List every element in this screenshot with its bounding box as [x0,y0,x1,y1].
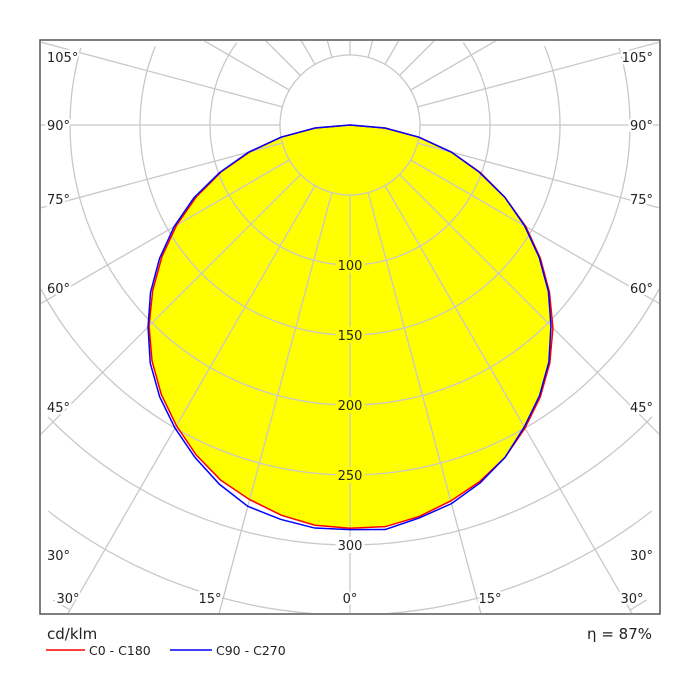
grid-radial-line [384,185,633,613]
grid-ring [139,46,561,336]
angle-tick-label: 90° [47,119,70,134]
radial-tick-label: 100 [338,259,363,274]
angle-tick-label: 15° [198,592,221,607]
angle-tick-label: 0° [343,592,358,607]
grid-radial-line [41,174,301,435]
grid-radial-line [417,142,659,209]
grid-ring [69,47,631,406]
grid-radial-line [67,185,316,613]
radial-tick-label: 200 [338,399,363,414]
grid-ring [52,599,648,611]
grid-radial-line [399,174,659,435]
grid-radial-line [384,41,400,65]
chart-frame [39,39,661,615]
efficiency-label: η = 87% [587,625,652,643]
grid-radial-line [367,41,374,58]
angle-tick-label: 45° [630,401,653,416]
angle-tick-label: 75° [630,193,653,208]
series-line-c0-c180 [148,124,554,529]
grid-radial-line [218,192,333,613]
grid-radial-line [410,41,497,91]
grid-radial-line [399,41,435,76]
angle-tick-label: 30° [620,592,643,607]
grid-ring [41,288,659,476]
grid-radial-line [326,41,333,58]
grid-radial-line [41,41,283,108]
grid-radial-line [300,41,316,65]
angle-tick-label: 30° [47,549,70,564]
angle-tick-label: 60° [47,282,70,297]
legend-label-c0-c180: C0 - C180 [89,643,151,658]
angle-tick-label: 90° [630,119,653,134]
radial-tick-label: 300 [338,539,363,554]
grid-ring [47,510,653,613]
radial-tick-label: 150 [338,329,363,344]
grid-radial-line [41,142,283,209]
grid-radial-line [203,41,290,91]
angle-tick-label: 75° [47,193,70,208]
grid-radial-line [41,159,290,305]
grid-radial-line [417,41,659,108]
grid-ring [47,416,653,546]
grid-radial-line [265,41,301,76]
angle-tick-label: 60° [630,282,653,297]
unit-label: cd/klm [47,625,97,643]
radial-tick-label: 250 [338,469,363,484]
grid-radial-line [410,159,659,305]
angle-tick-label: 105° [622,51,653,66]
angle-tick-label: 15° [478,592,501,607]
series-line-c90-c270 [147,124,552,531]
angle-tick-label: 30° [630,549,653,564]
grid-radial-line [367,192,482,613]
angle-tick-label: 45° [47,401,70,416]
angle-tick-label: 30° [56,592,79,607]
legend-label-c90-c270: C90 - C270 [216,643,286,658]
angle-tick-label: 105° [47,51,78,66]
